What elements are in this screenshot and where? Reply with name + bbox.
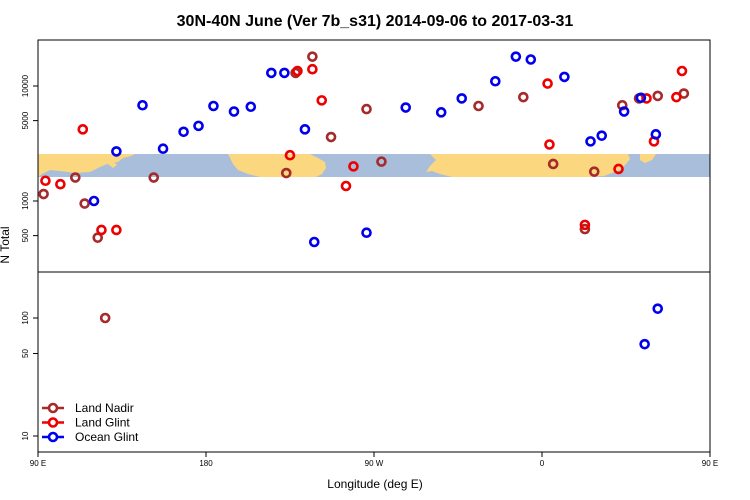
ocean-glint-point-upper xyxy=(299,124,311,135)
land-glint-point-upper xyxy=(542,78,553,89)
world-map-strip xyxy=(38,154,710,177)
land-glint-point-upper xyxy=(307,63,318,75)
lower-panel xyxy=(37,271,711,453)
ocean-glint-point-upper xyxy=(596,130,608,141)
y-axis-upper: 500 1000 5000 10000 xyxy=(21,74,38,242)
land-glint-point-upper xyxy=(613,163,624,175)
land-nadir-point-upper xyxy=(473,100,484,112)
land-nadir-point-lower xyxy=(99,312,111,324)
land-nadir-point-upper xyxy=(361,103,372,115)
ocean-glint-point-upper xyxy=(111,146,122,157)
land-nadir-point-upper xyxy=(70,172,81,183)
land-mass-1 xyxy=(108,158,117,168)
ocean-glint-point-upper xyxy=(650,129,662,140)
land-glint-point-upper xyxy=(579,219,591,231)
land-glint-point-upper xyxy=(544,139,555,150)
land-nadir-point-upper xyxy=(325,131,337,143)
land-nadir-point-upper xyxy=(376,156,387,167)
x-tick-label: 90 E xyxy=(30,459,46,468)
land-nadir-point-upper xyxy=(652,90,664,102)
y-upper-tick-label: 5000 xyxy=(21,111,30,129)
ocean-glint-point-lower xyxy=(639,338,650,350)
legend-marker-ocean-glint xyxy=(47,431,59,443)
y-axis-lower: 10 50 100 xyxy=(21,311,38,440)
x-axis-label: Longitude (deg E) xyxy=(327,477,422,491)
legend-marker-land-glint xyxy=(47,417,59,428)
ocean-glint-point-upper xyxy=(157,143,169,154)
legend-marker-land-nadir xyxy=(47,402,59,414)
land-nadir-point-upper xyxy=(148,172,160,183)
land-nadir-point-upper xyxy=(307,51,318,62)
land-mass-3 xyxy=(426,154,630,177)
legend-label-land-nadir: Land Nadir xyxy=(75,401,134,415)
land-nadir-point-upper xyxy=(290,67,301,79)
y-upper-tick-label: 10000 xyxy=(21,74,30,97)
land-nadir-point-upper xyxy=(588,166,600,177)
x-tick-label: 0 xyxy=(540,459,545,468)
land-nadir-point-upper xyxy=(38,188,49,200)
ocean-glint-point-upper xyxy=(178,126,189,138)
land-glint-point-upper xyxy=(284,149,296,161)
ocean-glint-point-upper xyxy=(228,106,240,117)
y-lower-tick-label: 50 xyxy=(21,349,30,358)
ocean-glint-point-upper xyxy=(510,51,522,62)
ocean-glint-point-upper xyxy=(618,106,630,117)
legend-label-ocean-glint: Ocean Glint xyxy=(75,430,139,444)
ocean-glint-point-upper xyxy=(266,67,277,79)
land-glint-point-upper xyxy=(316,95,328,106)
data-points xyxy=(38,51,690,350)
legend-label-land-glint: Land Glint xyxy=(75,416,130,430)
x-axis: 90 E 180 90 W 0 90 E xyxy=(30,452,718,468)
ocean-glint-point-upper xyxy=(435,107,447,118)
ocean-glint-point-upper xyxy=(137,99,148,111)
x-tick-label: 90 W xyxy=(365,459,384,468)
land-glint-point-upper xyxy=(671,91,682,103)
land-nadir-point-upper xyxy=(518,91,529,103)
land-glint-point-upper xyxy=(77,124,89,135)
land-glint-point-upper xyxy=(40,175,51,187)
land-mass-4 xyxy=(512,158,520,166)
y-upper-tick-label: 1000 xyxy=(21,192,30,210)
land-nadir-point-upper xyxy=(79,198,90,209)
ocean-glint-point-upper xyxy=(193,120,204,132)
land-glint-point-upper xyxy=(641,93,652,104)
land-glint-point-upper xyxy=(292,65,303,77)
land-glint-point-upper xyxy=(111,224,122,236)
land-nadir-point-upper xyxy=(280,167,292,179)
ocean-glint-point-upper xyxy=(456,93,468,104)
land-nadir-point-upper xyxy=(547,158,559,170)
land-glint-point-upper xyxy=(348,161,359,172)
y-upper-tick-label: 500 xyxy=(21,228,30,242)
ocean-glint-point-lower xyxy=(652,303,664,314)
ocean-glint-point-upper xyxy=(245,101,257,113)
land-glint-point-upper xyxy=(55,178,66,190)
land-nadir-point-upper xyxy=(579,223,591,235)
x-tick-label: 90 E xyxy=(702,459,718,468)
chart-title: 30N-40N June (Ver 7b_s31) 2014-09-06 to … xyxy=(177,13,574,30)
lower-panel-frame xyxy=(37,271,711,453)
y-axis-label: N Total xyxy=(0,226,12,263)
ocean-glint-point-upper xyxy=(308,236,320,248)
land-mass-2 xyxy=(228,154,326,177)
y-lower-tick-label: 100 xyxy=(21,311,30,325)
ocean-glint-point-upper xyxy=(525,54,537,65)
land-glint-point-upper xyxy=(340,180,352,192)
land-glint-point-upper xyxy=(96,224,107,236)
ocean-glint-point-upper xyxy=(585,136,596,147)
y-lower-tick-label: 10 xyxy=(21,431,30,440)
land-glint-point-upper xyxy=(676,65,688,77)
ocean-glint-point-upper xyxy=(490,75,501,87)
ocean-glint-point-upper xyxy=(400,102,412,113)
ocean-glint-point-upper xyxy=(208,100,219,112)
land-mass-5 xyxy=(640,154,656,163)
ocean-glint-point-upper xyxy=(635,92,647,104)
x-tick-label: 180 xyxy=(199,459,213,468)
ocean-glint-point-upper xyxy=(88,195,100,207)
ocean-glint-point-upper xyxy=(559,71,570,83)
ocean-glint-point-upper xyxy=(361,227,372,239)
ocean-glint-point-upper xyxy=(279,67,290,79)
